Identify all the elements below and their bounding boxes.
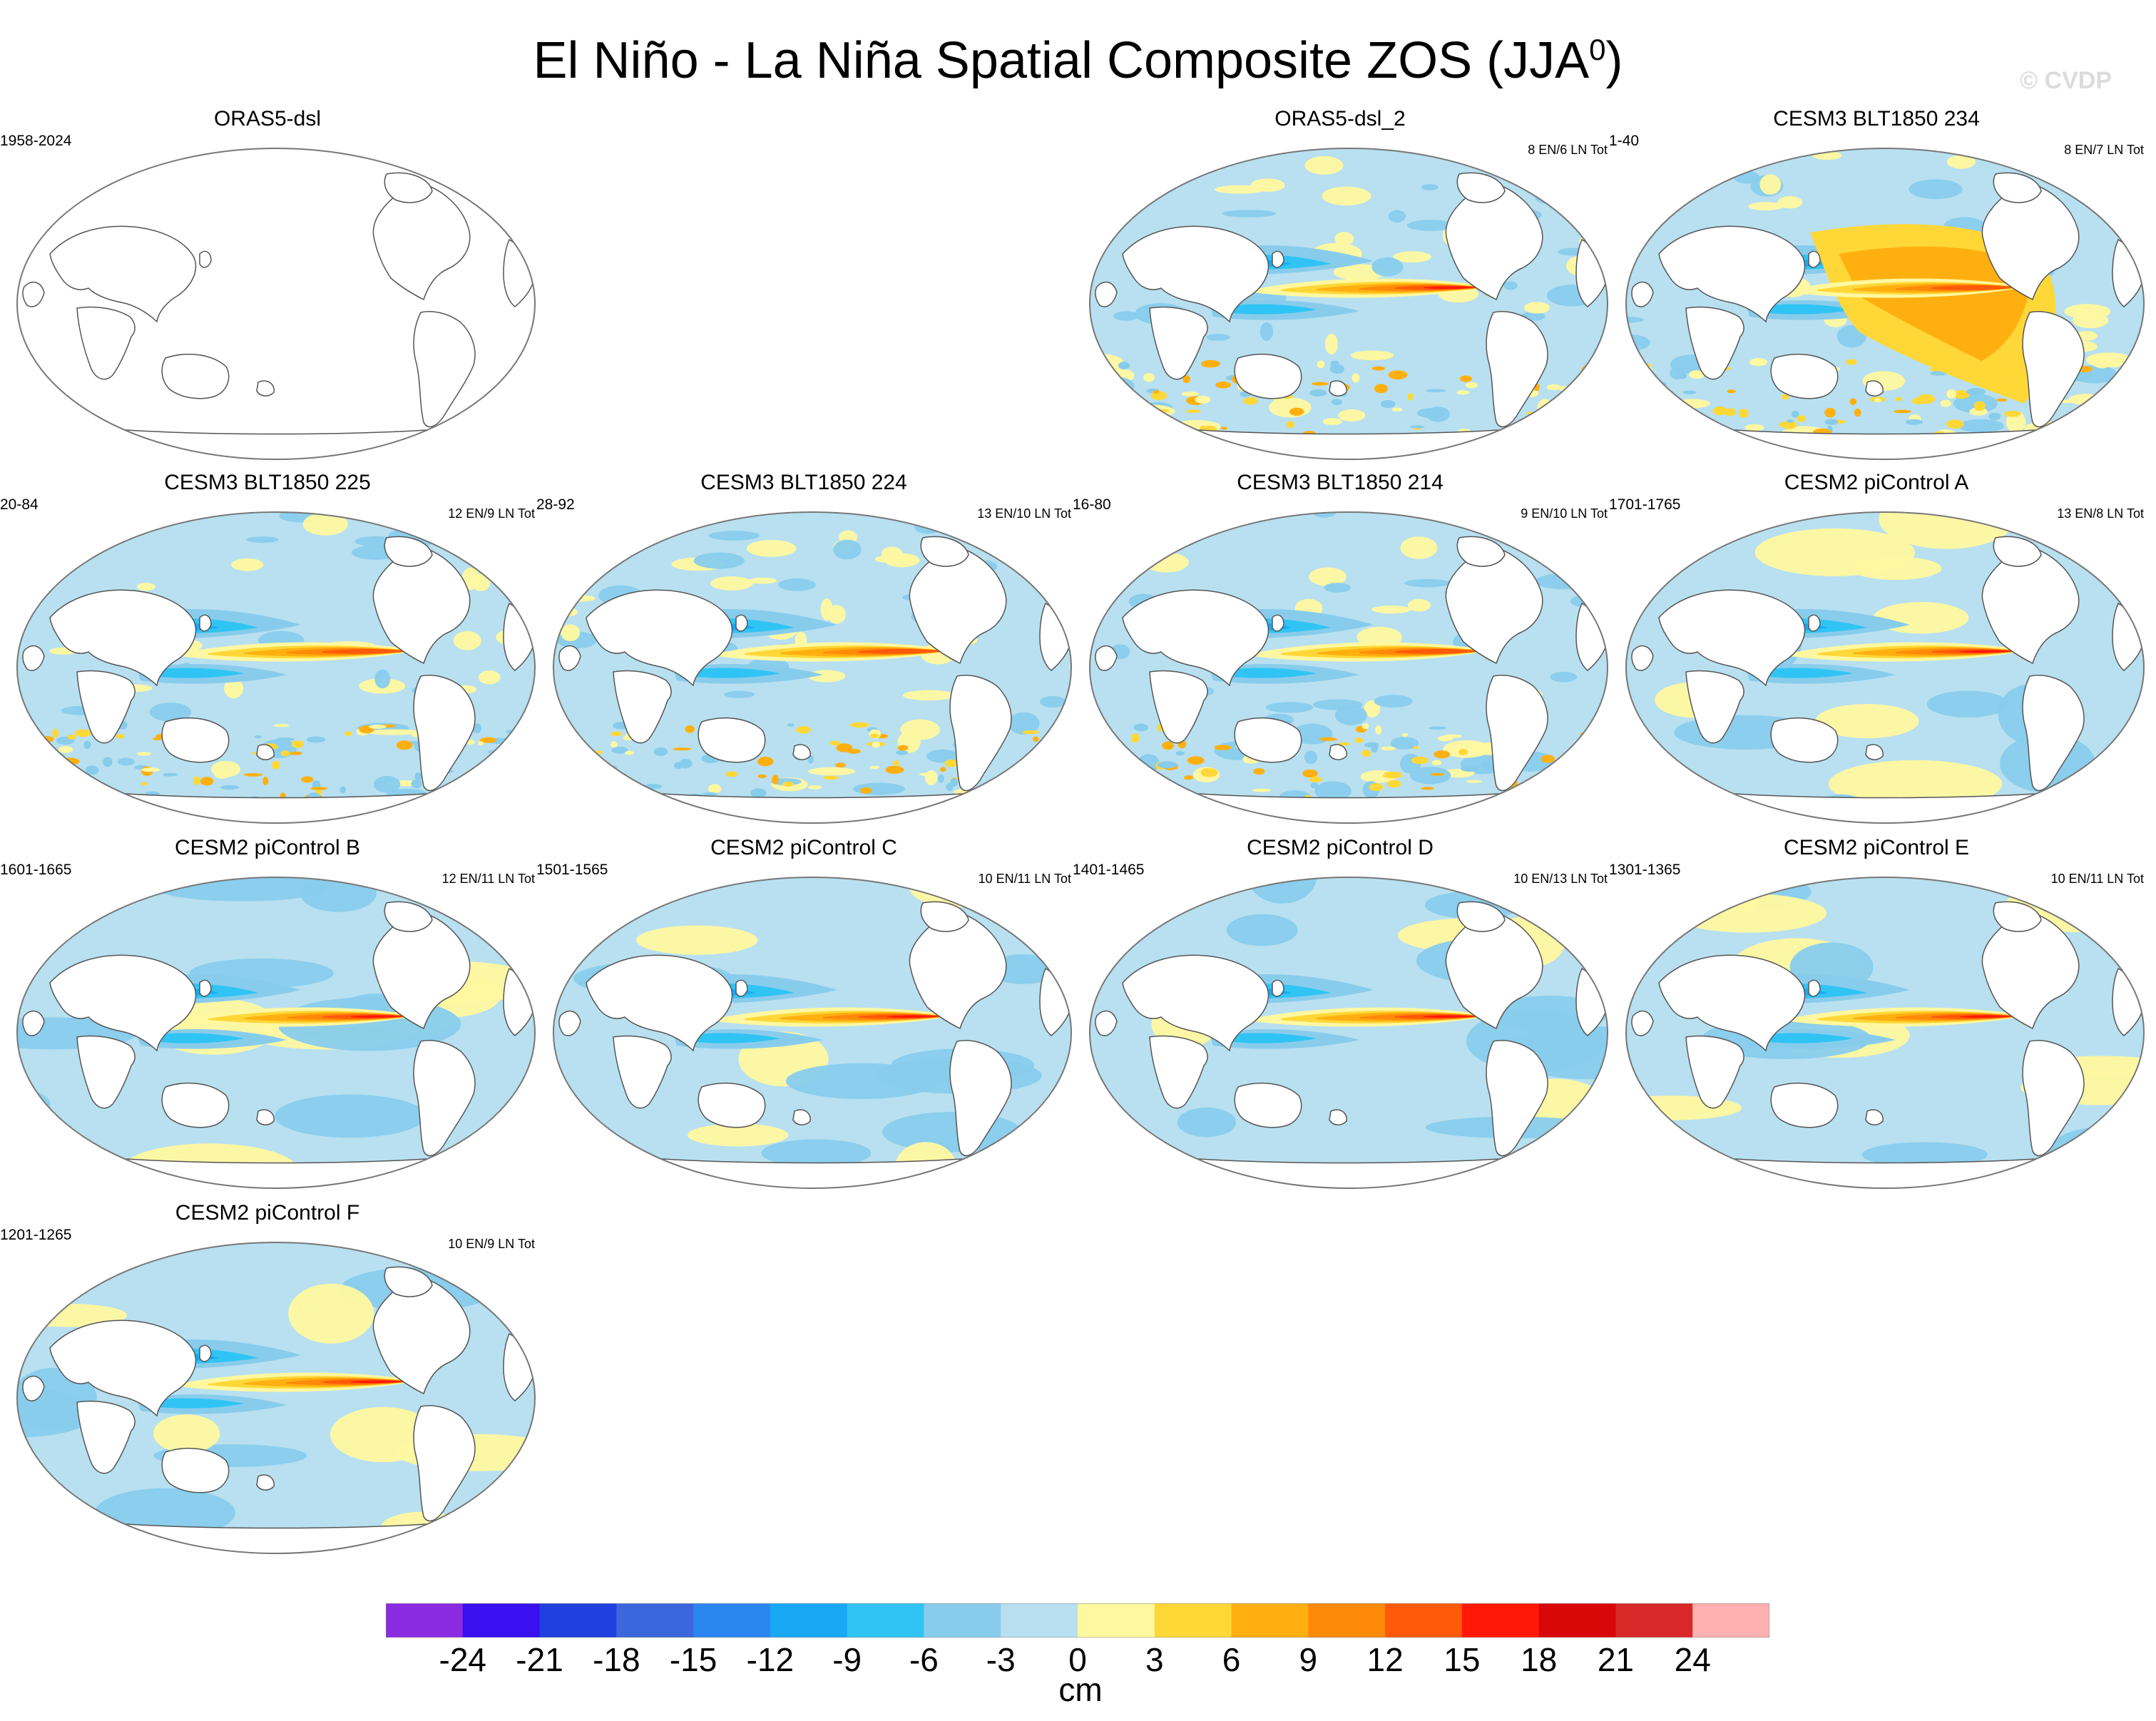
panel-title: CESM2 piControl A <box>1784 471 1969 494</box>
panel-title: CESM2 piControl C <box>710 836 897 859</box>
colorbar-swatch <box>1078 1603 1155 1638</box>
map-panel: CESM3 BLT1850 224 28-92 13 EN/10 LN Tot <box>536 471 1072 827</box>
panel-event-counts: 10 EN/11 LN Tot <box>978 872 1071 886</box>
robinson-map <box>16 148 536 460</box>
panel-title: CESM2 piControl D <box>1247 836 1434 859</box>
colorbar-swatch <box>847 1603 924 1638</box>
robinson-map <box>553 511 1072 824</box>
map-panel: CESM2 piControl E 1301-1365 10 EN/11 LN To… <box>1609 836 2145 1193</box>
robinson-map <box>1089 148 1608 460</box>
robinson-map <box>16 1242 536 1554</box>
robinson-map <box>1625 511 2145 824</box>
panel-years: 16-80 <box>1073 496 1111 513</box>
panel-years: 20-84 <box>0 496 39 513</box>
colorbar-tick-label: -6 <box>909 1641 939 1678</box>
panel-event-counts: 8 EN/6 LN Tot <box>1528 143 1608 157</box>
panel-event-counts: 10 EN/9 LN Tot <box>448 1237 535 1251</box>
colorbar-swatch <box>386 1603 464 1638</box>
colorbar-swatch <box>1231 1603 1309 1638</box>
robinson-map <box>1089 877 1608 1189</box>
panel-years: 1301-1365 <box>1609 862 1681 878</box>
map-panel: CESM3 BLT1850 214 16-80 9 EN/10 LN Tot <box>1073 471 1608 827</box>
panel-title: ORAS5-dsl <box>213 107 322 131</box>
colorbar-swatch <box>1154 1603 1232 1638</box>
colorbar-unit-label: cm <box>1058 1671 1103 1708</box>
colorbar-tick-label: -9 <box>832 1641 862 1678</box>
colorbar-tick-label: 18 <box>1521 1641 1558 1678</box>
panel-years: 28-92 <box>536 496 575 513</box>
panel-event-counts: 13 EN/10 LN Tot <box>977 506 1071 521</box>
colorbar-swatch <box>1538 1603 1616 1638</box>
panel-title: CESM2 piControl E <box>1783 836 1970 859</box>
map-panel: ORAS5-dsl 1958-2024 <box>0 107 536 464</box>
colorbar-swatch <box>1308 1603 1386 1638</box>
robinson-map <box>1625 148 2145 460</box>
cvdp-watermark: © CVDP <box>2020 67 2112 94</box>
map-panel: CESM3 BLT1850 234 1-40 8 EN/7 LN Tot <box>1609 107 2145 464</box>
map-panel: CESM2 piControl C 1501-1565 10 EN/11 LN To… <box>536 836 1072 1193</box>
panel-title: CESM2 piControl F <box>175 1201 360 1225</box>
colorbar-tick-label: -21 <box>516 1641 563 1678</box>
colorbar-tick-label: 9 <box>1299 1641 1318 1678</box>
map-panel: CESM2 piControl A 1701-1765 13 EN/8 LN Tot <box>1609 471 2145 827</box>
panel-event-counts: 12 EN/11 LN Tot <box>441 872 535 886</box>
colorbar-tick-label: 3 <box>1145 1641 1164 1678</box>
colorbar-tick-label: 21 <box>1597 1641 1635 1678</box>
robinson-map <box>16 511 536 824</box>
panel-event-counts: 12 EN/9 LN Tot <box>448 506 535 521</box>
colorbar-tick-label: -3 <box>986 1641 1016 1678</box>
colorbar-swatch <box>1385 1603 1463 1638</box>
colorbar-swatch <box>616 1603 694 1638</box>
panel-event-counts: 8 EN/7 LN Tot <box>2064 143 2144 157</box>
panel-title: ORAS5-dsl_2 <box>1274 107 1406 131</box>
colorbar <box>386 1603 1769 1638</box>
panel-event-counts: 10 EN/13 LN Tot <box>1513 872 1608 886</box>
colorbar-tick-label: 12 <box>1366 1641 1404 1678</box>
panel-years: 1401-1465 <box>1073 862 1145 878</box>
robinson-map <box>1625 877 2145 1189</box>
panel-title: CESM3 BLT1850 225 <box>164 471 371 494</box>
colorbar-tick-label: -15 <box>669 1641 717 1678</box>
colorbar-tick-label: 15 <box>1444 1641 1481 1678</box>
colorbar-tick-label: 24 <box>1674 1641 1711 1678</box>
panel-title: CESM3 BLT1850 234 <box>1773 107 1980 131</box>
colorbar-swatch <box>693 1603 771 1638</box>
colorbar-swatch <box>770 1603 848 1638</box>
panel-title: CESM3 BLT1850 214 <box>1237 471 1444 494</box>
panel-event-counts: 10 EN/11 LN Tot <box>2050 872 2144 886</box>
panel-years: 1501-1565 <box>536 862 608 878</box>
map-panel: CESM2 piControl F 1201-1265 10 EN/9 LN Tot <box>0 1201 536 1558</box>
panel-years: 1701-1765 <box>1609 496 1681 513</box>
colorbar-swatch <box>462 1603 541 1638</box>
panel-years: 1-40 <box>1609 133 1640 149</box>
colorbar-tick-label: -18 <box>593 1641 640 1678</box>
colorbar-tick-label: 6 <box>1222 1641 1241 1678</box>
colorbar-swatch <box>1615 1603 1693 1638</box>
colorbar-tick-label: -12 <box>746 1641 795 1678</box>
map-panel: CESM2 piControl D 1401-1465 10 EN/13 LN To… <box>1073 836 1608 1193</box>
colorbar-swatch <box>539 1603 617 1638</box>
colorbar-swatch <box>924 1603 1001 1638</box>
colorbar-tick-label: 0 <box>1068 1641 1087 1678</box>
panel-years: 1201-1265 <box>0 1227 72 1243</box>
map-panel: CESM3 BLT1850 225 20-84 12 EN/9 LN Tot <box>0 471 536 827</box>
panel-title: CESM3 BLT1850 224 <box>700 471 907 494</box>
colorbar-tick-label: -24 <box>439 1641 486 1678</box>
panel-event-counts: 13 EN/8 LN Tot <box>2057 506 2144 521</box>
panel-years: 1601-1665 <box>0 862 72 878</box>
robinson-map <box>553 877 1072 1189</box>
robinson-map <box>16 877 536 1189</box>
panel-years: 1958-2024 <box>0 133 72 149</box>
colorbar-swatch <box>1001 1603 1078 1638</box>
panel-title: CESM2 piControl B <box>174 836 361 859</box>
panel-event-counts: 9 EN/10 LN Tot <box>1521 506 1608 521</box>
colorbar-swatch <box>1692 1603 1769 1638</box>
map-panel: ORAS5-dsl_2 8 EN/6 LN Tot <box>1073 107 1608 464</box>
map-panel: CESM2 piControl B 1601-1665 12 EN/11 LN To… <box>0 836 536 1193</box>
figure-title: El Niño - La Niña Spatial Composite ZOS … <box>533 32 1623 89</box>
colorbar-swatch <box>1461 1603 1540 1638</box>
robinson-map <box>1089 511 1608 824</box>
